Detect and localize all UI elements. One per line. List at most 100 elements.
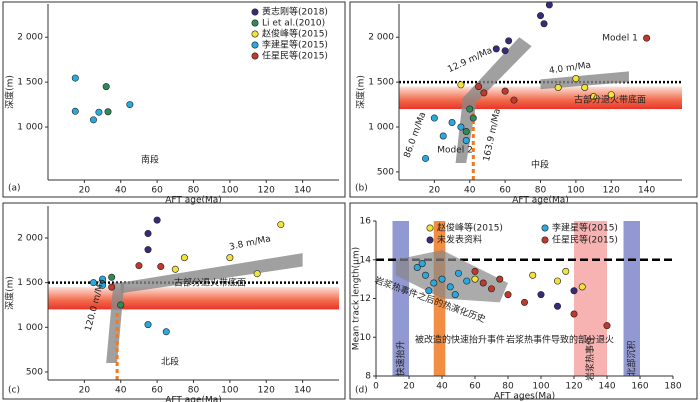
x-tick-label: 60 xyxy=(499,186,511,196)
annotation: 南段 xyxy=(141,154,159,166)
data-point xyxy=(496,275,504,283)
annotation: Model 2 xyxy=(437,146,473,156)
data-point xyxy=(422,154,430,162)
data-point xyxy=(570,310,578,318)
data-point xyxy=(540,20,548,28)
y-axis-label: Mean track length(μm) xyxy=(352,247,362,350)
y-tick-label: 1 000 xyxy=(368,123,394,133)
data-point xyxy=(144,230,152,238)
x-tick-label: 20 xyxy=(79,386,91,396)
x-tick-label: 20 xyxy=(429,186,441,196)
data-point xyxy=(504,291,512,299)
y-tick-label: 2 000 xyxy=(368,33,394,43)
data-point xyxy=(469,114,477,122)
band-label: 北部沉积 xyxy=(625,340,637,376)
x-tick-label: 60 xyxy=(151,186,163,196)
annotation: Model 1 xyxy=(602,34,638,44)
data-point xyxy=(104,108,112,116)
data-point xyxy=(226,254,234,262)
panel-label: (b) xyxy=(355,184,368,194)
annotation: 古部分退火带底面 xyxy=(174,277,246,289)
y-tick-label: 500 xyxy=(377,167,394,177)
annotation: 12.9 m/Ma xyxy=(446,46,494,75)
x-tick-label: 140 xyxy=(294,386,311,396)
data-point xyxy=(466,105,474,113)
x-tick-label: 60 xyxy=(469,382,481,392)
legend-label: 李建星等(2015) xyxy=(262,39,328,51)
data-point xyxy=(553,302,561,310)
y-tick-label: 1 000 xyxy=(17,323,43,333)
x-tick-label: 40 xyxy=(115,186,127,196)
data-point xyxy=(463,277,471,285)
x-axis-label: AFT age(Ma) xyxy=(512,196,569,206)
x-tick-label: 80 xyxy=(188,186,200,196)
y-tick-label: 10 xyxy=(360,333,372,343)
data-point xyxy=(144,321,152,329)
trend-band xyxy=(540,71,629,90)
x-tick-label: 100 xyxy=(221,386,238,396)
data-point xyxy=(71,107,79,115)
y-tick-label: 2 000 xyxy=(17,233,43,243)
y-tick-label: 500 xyxy=(26,367,43,377)
data-point xyxy=(581,84,589,92)
data-point xyxy=(439,132,447,140)
data-point xyxy=(462,128,470,136)
data-point xyxy=(448,119,456,127)
data-point xyxy=(418,260,426,268)
annotation: 86.0 m/Ma xyxy=(403,111,429,160)
legend-marker xyxy=(251,30,259,38)
data-point xyxy=(277,221,285,229)
y-tick-label: 8 xyxy=(365,372,371,382)
annotation: 北段 xyxy=(161,356,179,368)
x-tick-label: 80 xyxy=(502,382,514,392)
data-point xyxy=(89,116,97,124)
x-tick-label: 140 xyxy=(294,186,311,196)
legend-label: 任星民等(2015) xyxy=(262,50,328,62)
x-axis-label: AFT age(Ma) xyxy=(165,196,222,206)
band-label: 岩浆热事件 xyxy=(584,336,596,381)
x-tick-label: 180 xyxy=(664,382,681,392)
data-point xyxy=(438,275,446,283)
data-point xyxy=(553,277,561,285)
data-point xyxy=(537,291,545,299)
event-band xyxy=(574,221,607,376)
data-point xyxy=(570,287,578,295)
data-point xyxy=(71,74,79,82)
data-point xyxy=(430,279,438,287)
data-point xyxy=(487,285,495,293)
x-tick-label: 120 xyxy=(258,386,275,396)
data-point xyxy=(451,291,459,299)
data-point xyxy=(545,1,553,9)
data-point xyxy=(505,37,513,45)
y-tick-label: 16 xyxy=(360,217,372,227)
annotation: 岩浆热事件导致的部分退火 xyxy=(506,334,614,346)
annotation: 中段 xyxy=(531,159,549,171)
data-point xyxy=(180,254,188,262)
x-tick-label: 20 xyxy=(79,186,91,196)
data-point xyxy=(430,114,438,122)
x-tick-label: 120 xyxy=(258,186,275,196)
data-point xyxy=(607,91,615,99)
band-label: 快速抬升 xyxy=(394,340,406,376)
annotation: 古部分退火带底面 xyxy=(574,94,646,106)
legend-label: Li et al.(2010) xyxy=(262,19,325,29)
y-tick-label: 1 500 xyxy=(17,278,43,288)
data-point xyxy=(126,101,134,109)
data-point xyxy=(479,279,487,287)
panel-frame xyxy=(349,202,698,400)
data-point xyxy=(510,96,518,104)
x-tick-label: 80 xyxy=(188,386,200,396)
x-tick-label: 120 xyxy=(565,382,582,392)
y-tick-label: 2 000 xyxy=(17,33,43,43)
x-tick-label: 20 xyxy=(403,382,415,392)
data-point xyxy=(536,12,544,20)
legend-label: 赵俊峰等(2015) xyxy=(437,222,503,234)
data-point xyxy=(108,273,116,281)
data-point xyxy=(171,265,179,273)
y-axis-label: 深度(m) xyxy=(4,276,16,310)
data-point xyxy=(520,298,528,306)
x-tick-label: 0 xyxy=(373,382,379,392)
legend-marker xyxy=(426,224,434,232)
x-tick-label: 40 xyxy=(115,386,127,396)
